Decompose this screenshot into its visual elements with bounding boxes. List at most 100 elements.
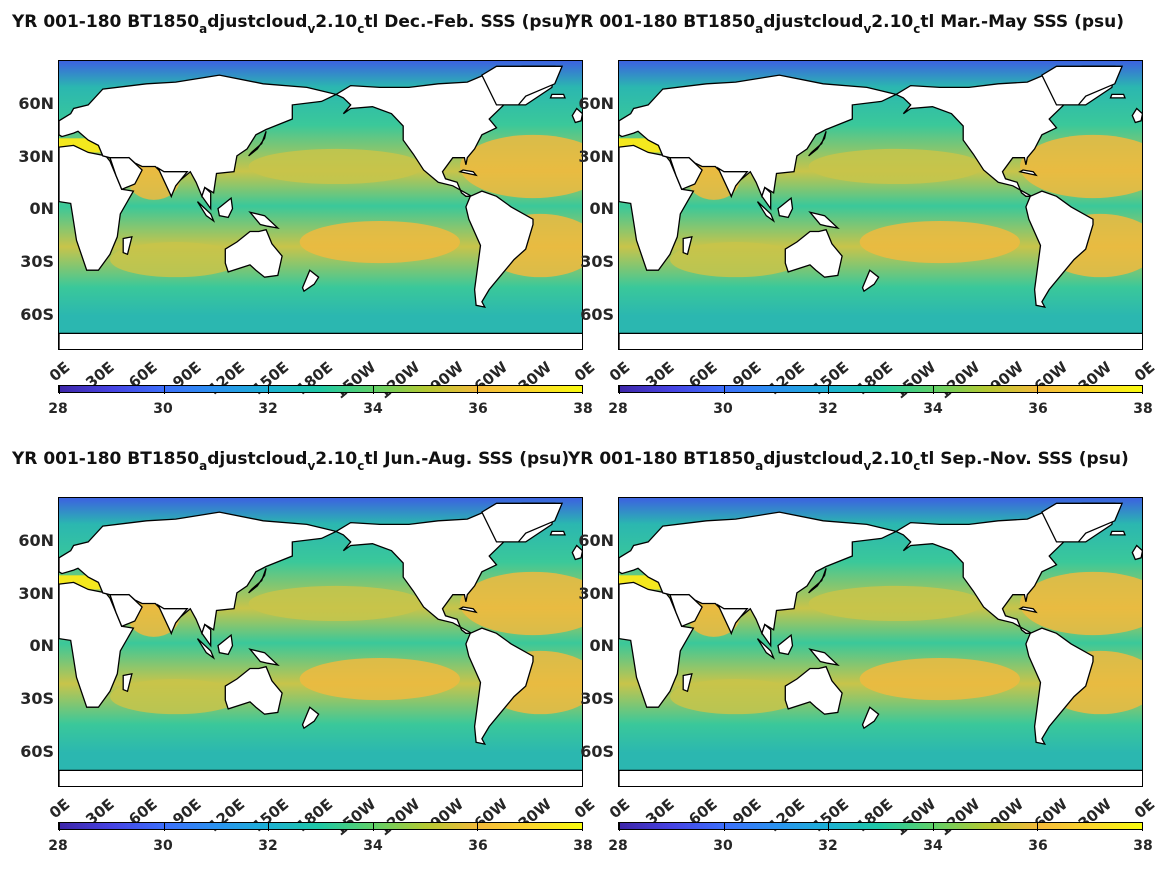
title-subscript: a bbox=[755, 459, 764, 473]
map-frame bbox=[58, 497, 583, 787]
title-text: YR 001-180 BT1850 bbox=[568, 449, 756, 469]
longitude-label: 0E bbox=[606, 358, 634, 386]
salinity-patch bbox=[110, 242, 242, 278]
land-mass bbox=[248, 568, 267, 594]
title-text: 2.10 bbox=[871, 12, 914, 32]
map-panel: YR 001-180 BT1850adjustcloudv2.10ctl Dec… bbox=[0, 0, 599, 430]
land-mass bbox=[777, 633, 794, 656]
land-mass bbox=[481, 65, 564, 106]
sss-map-canvas bbox=[619, 61, 1142, 349]
land-mass bbox=[59, 144, 135, 271]
land-mass bbox=[201, 623, 212, 648]
colorbar-tick-label: 38 bbox=[573, 838, 593, 854]
sss-map-canvas bbox=[59, 61, 582, 349]
colorbar-tick-label: 36 bbox=[468, 401, 488, 417]
title-subscript: c bbox=[913, 22, 921, 36]
colorbar-tick-label: 30 bbox=[153, 401, 173, 417]
title-subscript: v bbox=[307, 22, 316, 36]
land-mass bbox=[1131, 544, 1142, 561]
title-subscript: a bbox=[199, 22, 208, 36]
land-mass bbox=[619, 581, 695, 708]
latitude-label: 0N bbox=[589, 636, 614, 656]
latitude-label: 30N bbox=[18, 583, 54, 603]
colorbar-tick-label: 32 bbox=[258, 401, 278, 417]
salinity-patch bbox=[808, 148, 984, 185]
salinity-patch bbox=[248, 585, 424, 622]
longitude-label: 0E bbox=[1131, 795, 1159, 823]
colorbar-tick bbox=[619, 823, 620, 831]
latitude-label: 30N bbox=[578, 583, 614, 603]
land-mass bbox=[59, 74, 339, 199]
map-panel: YR 001-180 BT1850adjustcloudv2.10ctl Mar… bbox=[560, 0, 1159, 430]
map-frame bbox=[58, 60, 583, 350]
land-mass bbox=[619, 511, 899, 636]
salinity-patch bbox=[299, 220, 461, 264]
longitude-label: 0E bbox=[1131, 358, 1159, 386]
title-text: djustcloud bbox=[207, 449, 308, 469]
colorbar-tick bbox=[1037, 823, 1039, 831]
colorbar-tick-label: 36 bbox=[468, 838, 488, 854]
title-subscript: v bbox=[863, 459, 872, 473]
land-mass bbox=[1109, 530, 1126, 536]
colorbar-tick-label: 28 bbox=[48, 401, 68, 417]
title-text: 2.10 bbox=[871, 449, 914, 469]
land-mass bbox=[109, 157, 143, 191]
land-mass bbox=[1018, 169, 1038, 177]
salinity-patch bbox=[670, 242, 802, 278]
land-mass bbox=[481, 502, 564, 543]
land-mass bbox=[301, 269, 320, 293]
map-frame bbox=[618, 497, 1143, 787]
land-mass bbox=[761, 623, 772, 648]
latitude-label: 60S bbox=[20, 304, 54, 324]
land-mass bbox=[619, 144, 695, 271]
salinity-patch bbox=[808, 585, 984, 622]
land-mass bbox=[861, 269, 880, 293]
colorbar-tick-label: 28 bbox=[608, 838, 628, 854]
land-mass bbox=[619, 74, 899, 199]
longitude-label: 150W bbox=[891, 358, 940, 403]
latitude-label: 0N bbox=[29, 636, 54, 656]
land-mass bbox=[756, 201, 776, 223]
land-mass bbox=[619, 769, 1142, 786]
colorbar-tick bbox=[372, 386, 374, 394]
colorbar-tick bbox=[59, 823, 60, 831]
land-mass bbox=[1109, 93, 1126, 99]
land-mass bbox=[248, 211, 280, 230]
land-mass bbox=[808, 648, 840, 667]
sss-map-canvas bbox=[619, 498, 1142, 786]
land-mass bbox=[784, 665, 843, 715]
land-mass bbox=[761, 186, 772, 211]
land-mass bbox=[716, 166, 749, 198]
colorbar-tick-label: 34 bbox=[363, 401, 383, 417]
land-mass bbox=[59, 511, 339, 636]
land-mass bbox=[777, 196, 794, 219]
salinity-patch bbox=[110, 679, 242, 715]
title-text: tl Jun.-Aug. SSS (psu) bbox=[364, 449, 570, 469]
colorbar-tick bbox=[828, 386, 830, 394]
latitude-label: 0N bbox=[29, 199, 54, 219]
salinity-patch bbox=[859, 657, 1021, 701]
land-mass bbox=[59, 769, 582, 786]
land-mass bbox=[1018, 606, 1038, 614]
panel-title: YR 001-180 BT1850adjustcloudv2.10ctl Jun… bbox=[12, 449, 569, 473]
longitude-label: 120W bbox=[935, 358, 984, 403]
colorbar-tick bbox=[619, 386, 620, 394]
latitude-label: 60S bbox=[20, 741, 54, 761]
colorbar-tick bbox=[932, 386, 934, 394]
colorbar-tick-label: 32 bbox=[258, 838, 278, 854]
title-subscript: v bbox=[307, 459, 316, 473]
land-mass bbox=[1041, 502, 1124, 543]
title-text: djustcloud bbox=[763, 449, 864, 469]
map-panel: YR 001-180 BT1850adjustcloudv2.10ctl Sep… bbox=[560, 437, 1159, 867]
panel-title: YR 001-180 BT1850adjustcloudv2.10ctl Dec… bbox=[12, 12, 572, 36]
colorbar-tick bbox=[268, 823, 270, 831]
land-mass bbox=[682, 672, 693, 693]
colorbar-tick-label: 36 bbox=[1028, 401, 1048, 417]
latitude-label: 60N bbox=[578, 530, 614, 550]
latitude-label: 30S bbox=[20, 689, 54, 709]
title-subscript: c bbox=[913, 459, 921, 473]
colorbar-tick bbox=[163, 823, 165, 831]
title-text: YR 001-180 BT1850 bbox=[12, 12, 200, 32]
title-text: YR 001-180 BT1850 bbox=[12, 449, 200, 469]
colorbar-tick bbox=[477, 386, 479, 394]
